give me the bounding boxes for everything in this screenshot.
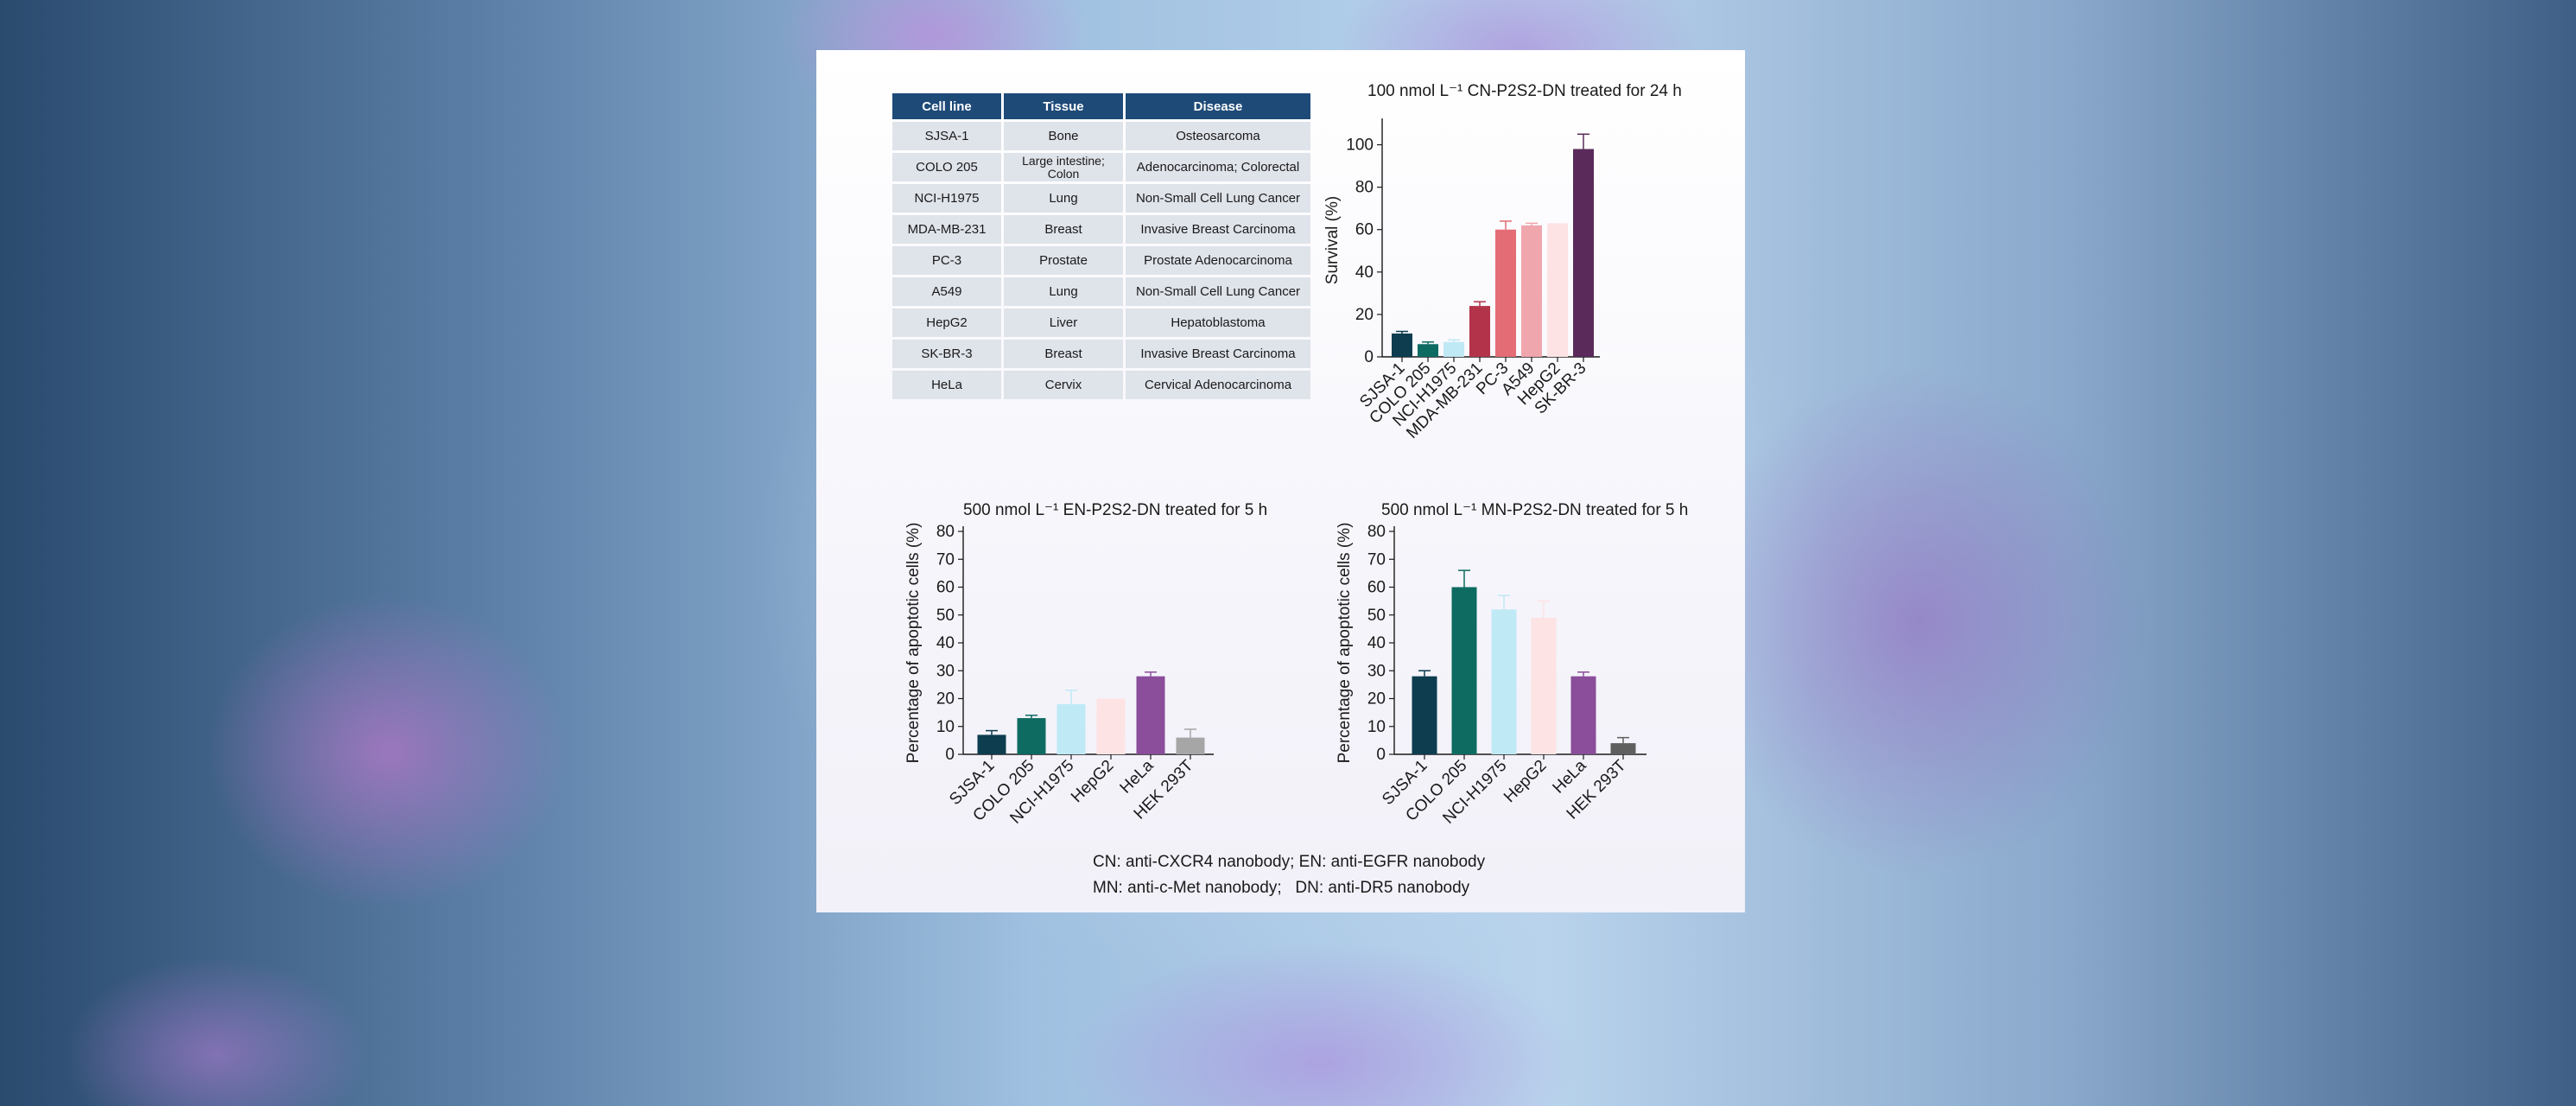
table-cell: Invasive Breast Carcinoma <box>1126 340 1310 368</box>
y-axis-label: Percentage of apoptotic cells (%) <box>904 523 923 764</box>
y-tick-label: 70 <box>1367 550 1386 569</box>
table-row: NCI-H1975 Lung Non-Small Cell Lung Cancer <box>892 184 1310 213</box>
bar <box>1418 344 1438 357</box>
y-tick-label: 70 <box>936 550 955 569</box>
bar <box>1610 743 1636 754</box>
bar <box>1136 676 1165 754</box>
table-cell: PC-3 <box>892 246 1001 275</box>
table-cell: Prostate Adenocarcinoma <box>1126 246 1310 275</box>
y-tick-label: 40 <box>1355 264 1374 282</box>
y-tick-label: 0 <box>945 746 955 764</box>
y-tick-label: 0 <box>1364 348 1374 366</box>
y-axis-label: Percentage of apoptotic cells (%) <box>1336 523 1354 764</box>
note-line-1: CN: anti-CXCR4 nanobody; EN: anti-EGFR n… <box>1093 853 1486 871</box>
table-cell: Invasive Breast Carcinoma <box>1126 215 1310 244</box>
table-cell: Cervix <box>1004 371 1123 399</box>
bar <box>1573 149 1594 357</box>
chart-survival: 0 20 40 60 80 100 Survival (%) SJSA-1 COLO 205 NC… <box>816 50 1745 917</box>
y-tick-label: 0 <box>1376 746 1386 764</box>
table-cell: SK-BR-3 <box>892 340 1001 368</box>
bar <box>977 734 1006 754</box>
y-tick-label: 10 <box>1367 718 1386 736</box>
bar <box>1451 587 1477 754</box>
table-cell: Breast <box>1004 215 1123 244</box>
table-cell: MDA-MB-231 <box>892 215 1001 244</box>
bar <box>1392 334 1412 357</box>
table-cell: Large intestine; Colon <box>1004 153 1123 181</box>
table-cell: Cervical Adenocarcinoma <box>1126 371 1310 399</box>
table-cell: Bone <box>1004 122 1123 150</box>
y-axis-label: Survival (%) <box>1323 196 1342 284</box>
table-header-cell: Cell line <box>892 93 1001 119</box>
bar <box>1056 703 1086 754</box>
note-line-2: MN: anti-c-Met nanobody; DN: anti-DR5 na… <box>1093 879 1470 897</box>
table-cell: COLO 205 <box>892 153 1001 181</box>
figure-panel: Cell line Tissue Disease SJSA-1 Bone Osteo… <box>816 50 1745 912</box>
y-tick-label: 10 <box>936 718 955 736</box>
table-cell: HeLa <box>892 371 1001 399</box>
y-tick-label: 80 <box>1367 523 1386 541</box>
bar <box>1570 676 1596 754</box>
chart-title-en: 500 nmol L⁻¹ EN-P2S2-DN treated for 5 h <box>963 501 1268 519</box>
bar <box>1412 676 1437 754</box>
table-row: A549 Lung Non-Small Cell Lung Cancer <box>892 277 1310 306</box>
bar <box>1491 609 1517 754</box>
x-tick-label: HepG2 <box>1501 757 1550 806</box>
table-row: SJSA-1 Bone Osteosarcoma <box>892 122 1310 150</box>
chart-title-mn: 500 nmol L⁻¹ MN-P2S2-DN treated for 5 h <box>1381 501 1689 519</box>
cell-line-table: Cell line Tissue Disease SJSA-1 Bone Osteo… <box>890 91 1313 402</box>
table-row: SK-BR-3 Breast Invasive Breast Carcinoma <box>892 340 1310 368</box>
table-cell: A549 <box>892 277 1001 306</box>
abbreviation-notes: CN: anti-CXCR4 nanobody; EN: anti-EGFR n… <box>1093 849 1485 901</box>
table-row: MDA-MB-231 Breast Invasive Breast Carcinom… <box>892 215 1310 244</box>
bar <box>1531 617 1557 754</box>
table-header-row: Cell line Tissue Disease <box>892 93 1310 119</box>
bar <box>1495 229 1516 357</box>
table-cell: SJSA-1 <box>892 122 1001 150</box>
y-tick-label: 50 <box>1367 607 1386 625</box>
y-tick-label: 40 <box>936 634 955 652</box>
y-tick-label: 60 <box>936 579 955 597</box>
x-tick-label: HepG2 <box>1068 757 1117 806</box>
y-tick-label: 40 <box>1367 634 1386 652</box>
y-tick-label: 30 <box>936 662 955 680</box>
y-tick-label: 20 <box>936 690 955 709</box>
y-tick-label: 60 <box>1355 221 1374 239</box>
table-row: COLO 205 Large intestine; Colon Adenocarci… <box>892 153 1310 181</box>
bar <box>1521 225 1542 357</box>
table-cell: Lung <box>1004 277 1123 306</box>
table-cell: Osteosarcoma <box>1126 122 1310 150</box>
table-header-cell: Disease <box>1126 93 1310 119</box>
bar <box>1096 698 1126 754</box>
y-tick-label: 50 <box>936 607 955 625</box>
table-row: PC-3 Prostate Prostate Adenocarcinoma <box>892 246 1310 275</box>
y-tick-label: 20 <box>1355 306 1374 324</box>
table-header-cell: Tissue <box>1004 93 1123 119</box>
table-row: HepG2 Liver Hepatoblastoma <box>892 308 1310 337</box>
table-cell: Non-Small Cell Lung Cancer <box>1126 184 1310 213</box>
table-cell: Breast <box>1004 340 1123 368</box>
table-cell: Non-Small Cell Lung Cancer <box>1126 277 1310 306</box>
table-cell: Hepatoblastoma <box>1126 308 1310 337</box>
y-tick-label: 80 <box>936 523 955 541</box>
table-cell: NCI-H1975 <box>892 184 1001 213</box>
bar <box>1469 306 1490 357</box>
table-cell: Adenocarcinoma; Colorectal <box>1126 153 1310 181</box>
y-tick-label: 60 <box>1367 579 1386 597</box>
y-tick-label: 100 <box>1346 137 1374 155</box>
chart-title-survival: 100 nmol L⁻¹ CN-P2S2-DN treated for 24 h <box>1367 82 1682 100</box>
bar <box>1443 341 1464 357</box>
table-cell: Prostate <box>1004 246 1123 275</box>
bar <box>1017 718 1046 754</box>
bar <box>1176 737 1205 754</box>
y-tick-label: 80 <box>1355 179 1374 197</box>
table-cell: Liver <box>1004 308 1123 337</box>
table-cell: HepG2 <box>892 308 1001 337</box>
bar <box>1547 223 1568 357</box>
y-tick-label: 20 <box>1367 690 1386 709</box>
table-cell: Lung <box>1004 184 1123 213</box>
y-tick-label: 30 <box>1367 662 1386 680</box>
table-row: HeLa Cervix Cervical Adenocarcinoma <box>892 371 1310 399</box>
